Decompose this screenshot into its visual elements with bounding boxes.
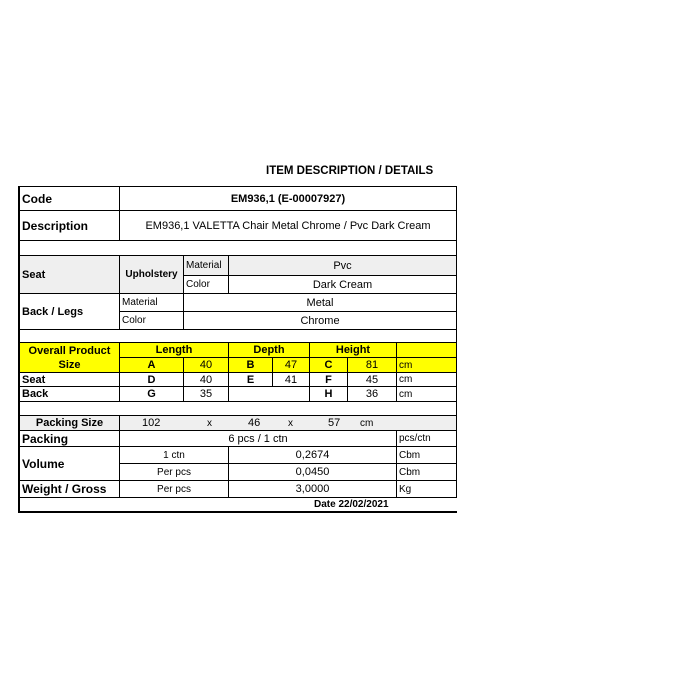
- dim-seat-label: Seat: [20, 373, 120, 387]
- seat-upholstery-label: Upholstery: [120, 256, 184, 294]
- volume-ctn-unit: Cbm: [397, 447, 457, 464]
- volume-pcs-label: Per pcs: [120, 464, 229, 481]
- packing-width: 46: [248, 417, 261, 429]
- back-legs-material-label: Material: [120, 294, 184, 312]
- dim-h-value: 36: [348, 387, 397, 402]
- weight-value: 3,0000: [229, 481, 397, 498]
- packing-label: Packing: [20, 431, 120, 447]
- dim-e-label: E: [229, 373, 273, 387]
- dim-back-label: Back: [20, 387, 120, 402]
- dim-c-value: 81: [348, 358, 397, 373]
- dim-d-label: D: [120, 373, 184, 387]
- seat-color-value: Dark Cream: [229, 276, 457, 294]
- dim-f-value: 45: [348, 373, 397, 387]
- seat-material-label: Material: [184, 256, 229, 276]
- date-text: Date 22/02/2021: [314, 499, 389, 510]
- spacer-row: [20, 402, 457, 416]
- dim-overall-unit: cm: [397, 358, 457, 373]
- packing-x2: x: [288, 417, 293, 429]
- volume-label: Volume: [20, 447, 120, 481]
- dim-h-label: H: [310, 387, 348, 402]
- packing-length: 102: [142, 417, 161, 429]
- weight-label: Weight / Gross: [20, 481, 120, 498]
- dim-e-value: 41: [273, 373, 310, 387]
- packing-unit: pcs/ctn: [397, 431, 457, 447]
- spacer-row: [20, 330, 457, 343]
- dim-back-unit: cm: [397, 387, 457, 402]
- dim-empty: [229, 387, 310, 402]
- depth-header: Depth: [229, 343, 310, 358]
- code-value: EM936,1 (E-00007927): [120, 187, 457, 211]
- dim-b-label: B: [229, 358, 273, 373]
- spacer-row: [20, 241, 457, 256]
- dim-f-label: F: [310, 373, 348, 387]
- packing-value: 6 pcs / 1 ctn: [120, 431, 397, 447]
- date-row: Date 22/02/2021: [20, 498, 457, 513]
- description-label: Description: [20, 211, 120, 241]
- description-value: EM936,1 VALETTA Chair Metal Chrome / Pvc…: [120, 211, 457, 241]
- packing-height: 57: [328, 417, 341, 429]
- unit-header: [397, 343, 457, 358]
- overall-size-label-2: Size: [20, 358, 120, 373]
- back-legs-color-value: Chrome: [184, 312, 457, 330]
- back-legs-material-value: Metal: [184, 294, 457, 312]
- volume-pcs-value: 0,0450: [229, 464, 397, 481]
- dim-b-value: 47: [273, 358, 310, 373]
- volume-ctn-value: 0,2674: [229, 447, 397, 464]
- packing-x1: x: [207, 417, 212, 429]
- seat-color-label: Color: [184, 276, 229, 294]
- dim-a-value: 40: [184, 358, 229, 373]
- packing-size-value: 102 x 46 x 57 cm: [120, 416, 457, 431]
- weight-unit: Kg: [397, 481, 457, 498]
- dim-g-value: 35: [184, 387, 229, 402]
- seat-label: Seat: [20, 256, 120, 294]
- height-header: Height: [310, 343, 397, 358]
- length-header: Length: [120, 343, 229, 358]
- dim-c-label: C: [310, 358, 348, 373]
- back-legs-color-label: Color: [120, 312, 184, 330]
- dim-a-label: A: [120, 358, 184, 373]
- seat-material-value: Pvc: [229, 256, 457, 276]
- details-table: [18, 186, 457, 513]
- dim-d-value: 40: [184, 373, 229, 387]
- page-title: ITEM DESCRIPTION / DETAILS: [266, 165, 434, 177]
- volume-ctn-label: 1 ctn: [120, 447, 229, 464]
- weight-sub-label: Per pcs: [120, 481, 229, 498]
- packing-size-label: Packing Size: [20, 416, 120, 431]
- dim-seat-unit: cm: [397, 373, 457, 387]
- volume-pcs-unit: Cbm: [397, 464, 457, 481]
- overall-size-label-1: Overall Product: [20, 343, 120, 358]
- back-legs-label: Back / Legs: [20, 294, 120, 330]
- packing-unit: cm: [360, 417, 374, 429]
- dim-g-label: G: [120, 387, 184, 402]
- code-label: Code: [20, 187, 120, 211]
